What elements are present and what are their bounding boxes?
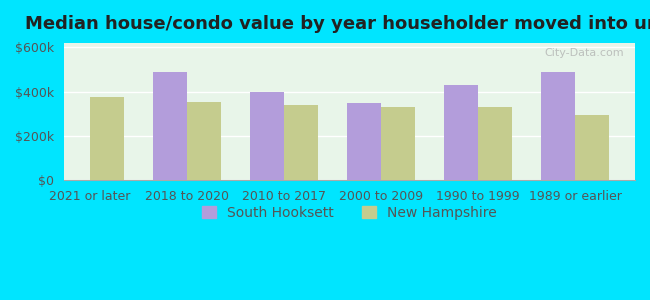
- Bar: [347, 103, 381, 180]
- Bar: [381, 107, 415, 180]
- Bar: [284, 105, 318, 180]
- Title: Median house/condo value by year householder moved into unit: Median house/condo value by year househo…: [25, 15, 650, 33]
- Bar: [187, 102, 221, 180]
- Bar: [478, 107, 512, 180]
- Bar: [153, 72, 187, 180]
- Bar: [575, 115, 609, 180]
- Text: City-Data.com: City-Data.com: [544, 48, 623, 59]
- Bar: [444, 85, 478, 180]
- Bar: [250, 92, 284, 180]
- Bar: [541, 72, 575, 180]
- Bar: [90, 97, 124, 180]
- Legend: South Hooksett, New Hampshire: South Hooksett, New Hampshire: [197, 200, 502, 225]
